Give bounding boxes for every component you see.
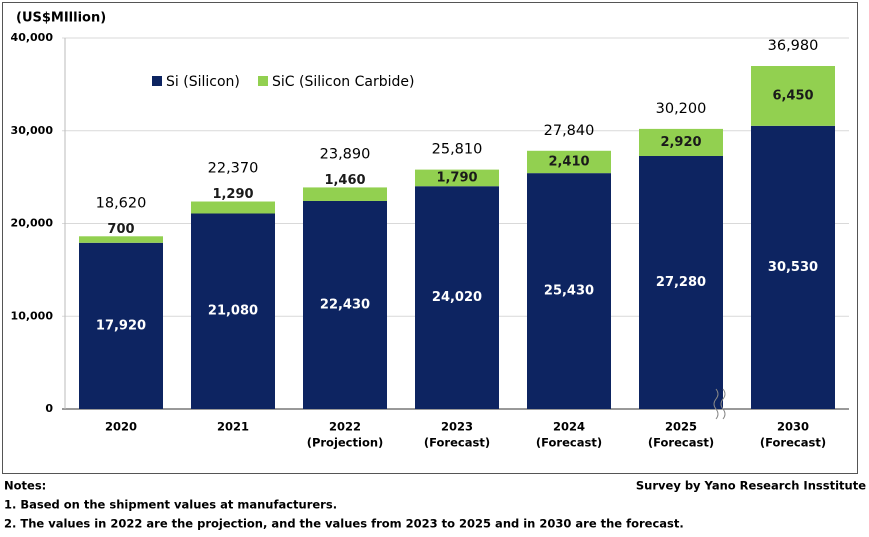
total-label: 36,980 — [768, 38, 819, 54]
x-tick-label: (Forecast) — [760, 436, 826, 450]
bar-segment — [79, 242, 163, 409]
bar-segment — [303, 187, 387, 201]
x-tick-label: 2020 — [105, 420, 137, 434]
bar-segment — [303, 200, 387, 409]
value-label: 21,080 — [208, 304, 258, 319]
y-tick-label: 20,000 — [11, 217, 54, 230]
total-label: 27,840 — [544, 123, 595, 139]
value-label: 30,530 — [768, 260, 818, 275]
bar-segment — [415, 186, 499, 409]
total-label: 18,620 — [96, 195, 147, 211]
total-label: 22,370 — [208, 161, 259, 177]
y-axis-label: (US$MIllion) — [16, 11, 106, 26]
bar-segment — [639, 128, 723, 156]
note: 1. Based on the shipment values at manuf… — [4, 498, 337, 512]
value-label: 24,020 — [432, 290, 482, 305]
x-tick-label: (Forecast) — [536, 436, 602, 450]
x-tick-label: 2030 — [777, 420, 809, 434]
y-tick-label: 0 — [45, 402, 53, 415]
value-label: 1,460 — [324, 173, 365, 188]
legend-swatch — [258, 76, 268, 86]
value-label: 25,430 — [544, 284, 594, 299]
total-label: 25,810 — [432, 142, 483, 158]
bar-segment — [751, 125, 835, 409]
value-label: 1,790 — [436, 170, 477, 185]
bar-segment — [527, 150, 611, 174]
axis-break — [713, 388, 719, 420]
bar-segment — [191, 213, 275, 409]
total-label: 23,890 — [320, 146, 371, 162]
bar-segment — [751, 66, 835, 126]
axis-break — [720, 388, 726, 420]
bar-segment — [639, 155, 723, 409]
value-label: 2,410 — [548, 154, 589, 169]
x-tick-label: 2021 — [217, 420, 249, 434]
notes-title: Notes: — [4, 479, 46, 493]
x-tick-label: 2025 — [665, 420, 697, 434]
legend-label: SiC (Silicon Carbide) — [272, 74, 414, 90]
legend-swatch — [152, 76, 162, 86]
x-tick-label: (Projection) — [307, 436, 384, 450]
x-tick-label: 2023 — [441, 420, 473, 434]
y-tick-label: 40,000 — [11, 31, 54, 44]
x-tick-label: 2024 — [553, 420, 585, 434]
bar-segment — [191, 201, 275, 214]
x-tick-label: 2022 — [329, 420, 361, 434]
bar-segment — [527, 173, 611, 409]
value-label: 700 — [107, 222, 134, 237]
y-tick-label: 10,000 — [11, 309, 54, 322]
legend-label: Si (Silicon) — [166, 74, 240, 90]
note: 2. The values in 2022 are the projection… — [4, 517, 684, 531]
source: Survey by Yano Research Insstitute — [636, 479, 866, 493]
bar-segment — [415, 169, 499, 187]
y-tick-label: 30,000 — [11, 124, 54, 137]
value-label: 6,450 — [772, 88, 813, 103]
bar-segment — [79, 236, 163, 243]
value-label: 2,920 — [660, 135, 701, 150]
x-tick-label: (Forecast) — [648, 436, 714, 450]
value-label: 22,430 — [320, 297, 370, 312]
value-label: 17,920 — [96, 318, 146, 333]
total-label: 30,200 — [656, 101, 707, 117]
x-tick-label: (Forecast) — [424, 436, 490, 450]
value-label: 27,280 — [656, 275, 706, 290]
value-label: 1,290 — [212, 187, 253, 202]
